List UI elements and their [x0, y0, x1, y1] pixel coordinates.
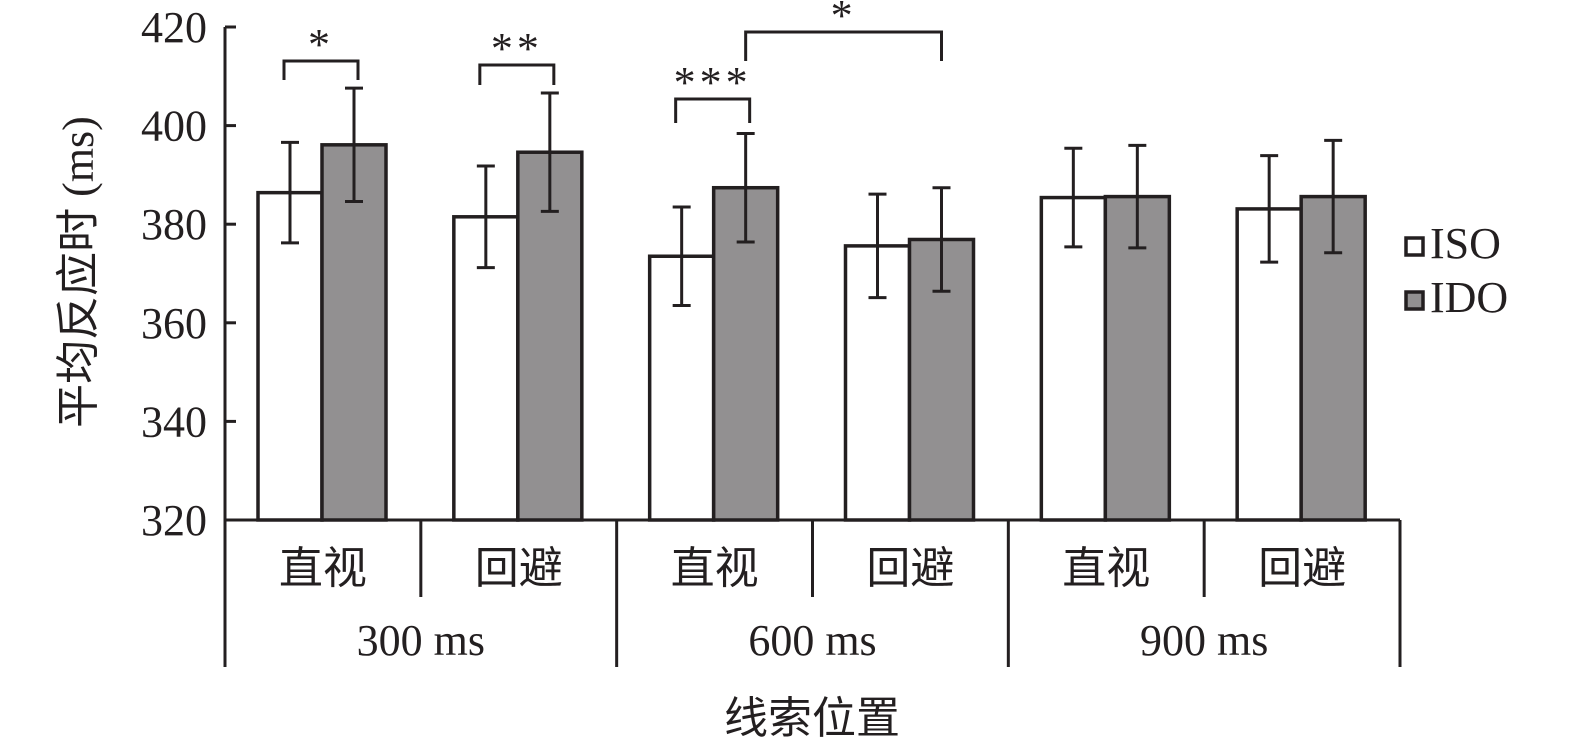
x-category-label: 回避: [1258, 544, 1346, 593]
bars: [256, 143, 1367, 522]
x-category-label: 直视: [279, 544, 367, 593]
bar-ido: [516, 150, 584, 522]
x-group-label: 600 ms: [748, 616, 876, 665]
x-category-label: 直视: [671, 544, 759, 593]
error-bar: [281, 140, 299, 245]
y-axis: 320 340 360 380 400 420: [141, 3, 236, 545]
y-tick-label: 360: [141, 299, 207, 348]
significance-bracket: [282, 59, 360, 80]
significance-annotations: * ******: [282, 0, 943, 123]
significance-stars: **: [491, 24, 543, 73]
x-axis-title: 线索位置: [724, 694, 900, 743]
y-tick-label: 420: [141, 3, 207, 52]
y-tick-label: 400: [141, 102, 207, 151]
error-bar: [476, 164, 495, 270]
error-bar: [868, 192, 887, 300]
x-group-label: 300 ms: [357, 616, 485, 665]
significance-stars: *: [831, 0, 857, 40]
legend: ISO IDO: [1404, 219, 1508, 322]
x-axis: 直视 回避 300 ms 直视 回避 600 ms 直视 回避 900 ms: [223, 518, 1402, 667]
significance-bracket: [744, 30, 943, 61]
y-tick-label: 320: [141, 496, 207, 545]
significance-bracket: [478, 63, 556, 85]
error-bar: [1260, 154, 1279, 264]
x-group-label: 900 ms: [1140, 616, 1268, 665]
error-bar: [1324, 138, 1343, 255]
bar-ido: [1103, 194, 1172, 522]
y-tick-label: 380: [141, 200, 207, 249]
significance-stars: ***: [674, 58, 752, 107]
x-category-label: 回避: [866, 544, 954, 593]
error-bar: [345, 86, 363, 204]
error-bar: [540, 91, 559, 213]
legend-swatch-iso: [1404, 236, 1425, 257]
x-category-label: 直视: [1062, 544, 1150, 593]
error-bar: [932, 186, 951, 293]
bar-iso: [1039, 195, 1108, 522]
significance-stars: *: [308, 20, 334, 69]
significance-bracket: [674, 97, 752, 123]
error-bar: [1128, 143, 1147, 250]
legend-label: ISO: [1430, 219, 1501, 268]
y-axis-title: 平均反应时 (ms): [54, 116, 103, 428]
error-bar: [736, 131, 755, 244]
error-bar: [672, 205, 691, 308]
legend-label: IDO: [1430, 273, 1508, 322]
error-bar: [1064, 146, 1083, 249]
x-category-label: 回避: [475, 544, 563, 593]
error-bars: [281, 86, 1343, 308]
bar-ido: [320, 143, 388, 522]
y-tick-label: 340: [141, 397, 207, 446]
legend-swatch-ido: [1404, 290, 1425, 311]
